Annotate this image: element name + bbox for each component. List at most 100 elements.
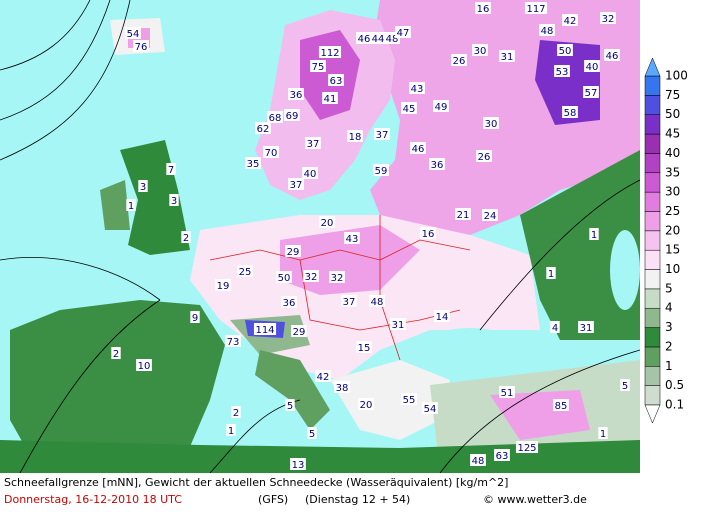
- colorbar-band: [644, 288, 661, 309]
- model: (GFS): [258, 493, 288, 506]
- label-box: [329, 271, 345, 283]
- snow-value-label: 9: [192, 313, 198, 324]
- snow-value-label: 1: [228, 426, 234, 437]
- label-box: [373, 164, 389, 176]
- label-box: [334, 381, 350, 393]
- label-box: [290, 458, 306, 470]
- snow-value-label: 20: [360, 400, 373, 411]
- snow-value-label: 53: [556, 67, 569, 78]
- colorbar-band: [644, 366, 661, 386]
- snow-value-label: 19: [217, 281, 230, 292]
- label-box: [281, 296, 297, 308]
- label-box: [318, 46, 342, 58]
- label-box: [429, 158, 445, 170]
- snow-value-label: 2: [113, 349, 119, 360]
- label-box: [494, 449, 510, 461]
- snow-value-label: 40: [586, 62, 599, 73]
- snow-value-label: 35: [247, 159, 260, 170]
- label-box: [190, 311, 200, 323]
- colorbar-arrow-top: [644, 57, 661, 77]
- label-box: [390, 318, 406, 330]
- snow-value-label: 21: [457, 210, 470, 221]
- snow-value-label: 43: [411, 84, 424, 95]
- snow-value-label: 54: [424, 404, 437, 415]
- snow-value-label: 30: [485, 119, 498, 130]
- label-box: [370, 32, 386, 44]
- snow-value-label: 26: [478, 152, 491, 163]
- colorbar-band: [644, 269, 661, 290]
- colorbar-band: [644, 211, 661, 232]
- label-box: [263, 146, 279, 158]
- snow-value-label: 10: [138, 361, 151, 372]
- colorbar-band: [644, 191, 661, 212]
- snow-value-label: 85: [555, 401, 568, 412]
- label-box: [550, 321, 560, 333]
- label-box: [395, 26, 411, 38]
- snow-value-label: 36: [431, 160, 444, 171]
- snow-value-label: 30: [474, 46, 487, 57]
- snow-value-label: 2: [183, 233, 189, 244]
- snow-value-label: 37: [343, 297, 356, 308]
- label-box: [225, 335, 241, 347]
- colorbar-label: 0.1: [665, 398, 684, 412]
- snow-value-label: 26: [453, 56, 466, 67]
- label-box: [401, 102, 417, 114]
- label-box: [133, 40, 149, 52]
- colorbar-label: 100: [665, 69, 688, 83]
- label-box: [422, 402, 438, 414]
- colorbar-label: 2: [665, 339, 673, 353]
- snow-value-label: 49: [435, 102, 448, 113]
- label-box: [433, 100, 449, 112]
- colorbar-label: 50: [665, 107, 680, 121]
- snow-value-label: 42: [317, 372, 330, 383]
- colorbar-label: 25: [665, 204, 680, 218]
- label-box: [369, 295, 385, 307]
- label-box: [620, 379, 630, 391]
- snow-value-label: 57: [585, 88, 598, 99]
- label-box: [356, 32, 372, 44]
- label-box: [554, 65, 570, 77]
- label-box: [410, 142, 426, 154]
- colorbar-band: [644, 95, 661, 115]
- label-box: [126, 199, 136, 211]
- label-box: [138, 180, 148, 192]
- colorbar-label: 15: [665, 243, 680, 257]
- label-box: [374, 128, 390, 140]
- label-box: [288, 178, 304, 190]
- snow-value-label: 43: [346, 234, 359, 245]
- label-box: [255, 122, 271, 134]
- label-box: [302, 167, 318, 179]
- snow-value-label: 59: [375, 166, 388, 177]
- colorbar-label: 0.5: [665, 378, 684, 392]
- snow-value-label: 37: [376, 130, 389, 141]
- label-box: [562, 106, 578, 118]
- snow-value-label: 1: [128, 201, 134, 212]
- snow-value-label: 125: [517, 443, 536, 454]
- label-box: [253, 323, 277, 335]
- colorbar-band: [644, 75, 661, 96]
- snow-value-label: 51: [501, 388, 514, 399]
- snow-value-label: 37: [307, 139, 320, 150]
- snow-value-label: 29: [287, 247, 300, 258]
- label-box: [358, 398, 374, 410]
- label-box: [409, 82, 425, 94]
- date: Donnerstag, 16-12-2010 18 UTC: [4, 493, 182, 506]
- snow-value-label: 15: [358, 343, 371, 354]
- snow-value-label: 5: [309, 429, 315, 440]
- label-box: [310, 60, 326, 72]
- snow-value-label: 36: [290, 90, 303, 101]
- snow-value-label: 42: [564, 16, 577, 27]
- snow-value-label: 2: [233, 408, 239, 419]
- label-box: [125, 27, 141, 39]
- colorbar-band: [644, 153, 661, 174]
- colorbar-band: [644, 133, 661, 154]
- colorbar-label: 5: [665, 281, 673, 295]
- snow-value-label: 16: [477, 4, 490, 15]
- snow-value-label: 41: [324, 94, 337, 105]
- snow-value-label: 13: [292, 460, 305, 471]
- colorbar-label: 10: [665, 262, 680, 276]
- colorbar-band: [644, 172, 661, 193]
- label-box: [344, 232, 360, 244]
- snow-value-label: 32: [305, 272, 318, 283]
- snow-value-label: 3: [171, 196, 177, 207]
